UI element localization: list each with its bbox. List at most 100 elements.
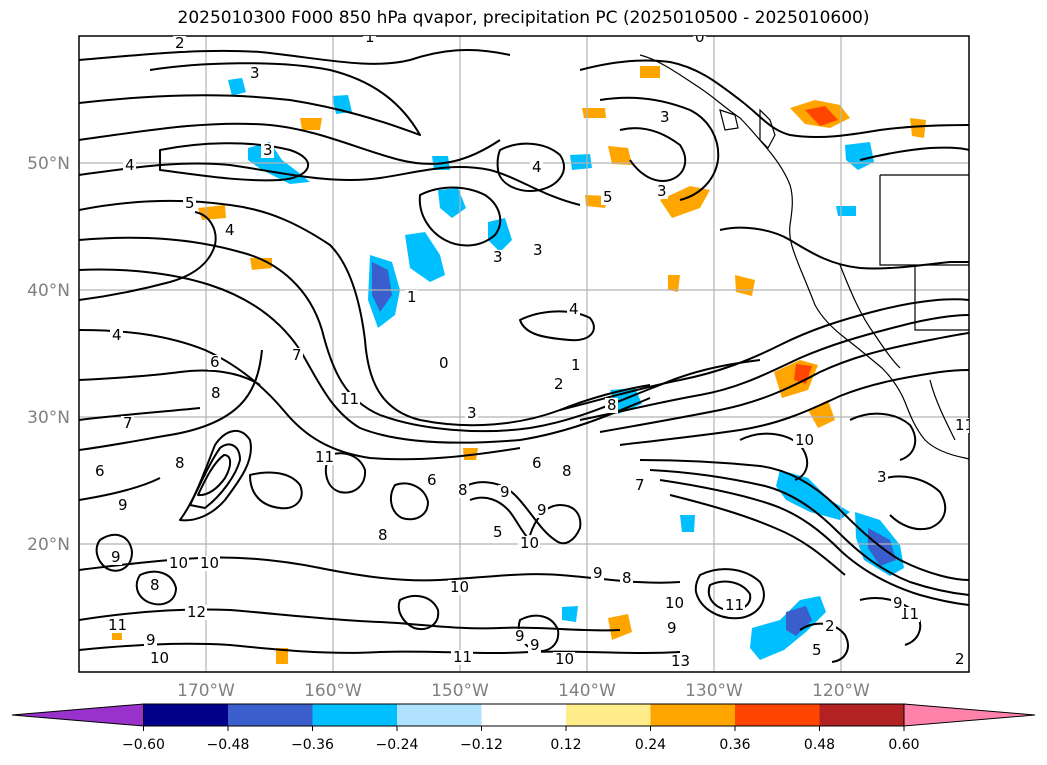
- lat-label: 50°N: [27, 154, 70, 174]
- contour-label: 2: [955, 650, 965, 668]
- contour-label: 1: [571, 356, 581, 374]
- colorbar-ticks: [143, 726, 905, 731]
- contour-label-bg: [208, 355, 221, 370]
- contour-label-bg: [810, 643, 823, 658]
- lat-label: 20°N: [27, 535, 70, 555]
- contour-label: 9: [118, 496, 128, 514]
- colorbar-tick-label: 0.36: [719, 737, 750, 753]
- colorbar-swatch: [481, 704, 566, 726]
- contour-label-bg: [658, 110, 671, 125]
- contour-label-bg: [530, 456, 543, 471]
- contour-label-bg: [425, 473, 438, 488]
- colorbar-tick-label: 0.24: [635, 737, 666, 753]
- contour-label-bg: [116, 498, 129, 513]
- contour-label: 10: [200, 554, 219, 572]
- contour-label-bg: [535, 503, 548, 518]
- contour-label: 10: [450, 578, 469, 596]
- contour-label: 6: [210, 353, 220, 371]
- lon-label: 130°W: [685, 681, 743, 701]
- contour-label-bg: [167, 556, 189, 571]
- contour-label: 2: [825, 617, 835, 635]
- contour-label: 4: [532, 158, 542, 176]
- precip-orange-patch: [608, 614, 632, 640]
- contour-label: 8: [458, 481, 468, 499]
- contour-label: 7: [635, 476, 645, 494]
- contour-label-bg: [437, 356, 450, 371]
- contour-label-bg: [655, 184, 668, 199]
- contour-label-bg: [491, 250, 504, 265]
- contour-label-bg: [93, 464, 106, 479]
- colorbar-extend-high: [903, 703, 1036, 727]
- contour-label: 3: [493, 248, 503, 266]
- colorbar-swatch: [228, 704, 313, 726]
- map-title: 2025010300 F000 850 hPa qvapor, precipit…: [177, 8, 870, 28]
- colorbar-tick-label: 0.12: [550, 737, 581, 753]
- precip-blue-patch: [570, 154, 592, 170]
- precip-orange-patch: [276, 648, 288, 664]
- contour-label-bg: [723, 598, 745, 613]
- latitude-axis: 50°N 40°N 30°N 20°N: [27, 154, 70, 555]
- contour-label: 7: [292, 346, 302, 364]
- contour-label-bg: [553, 652, 575, 667]
- contour-label: 5: [812, 641, 822, 659]
- contour-label: 4: [569, 300, 579, 318]
- contour-label: 4: [125, 156, 135, 174]
- contour-label-bg: [491, 525, 504, 540]
- contour-label-bg: [198, 556, 220, 571]
- contour-label: 8: [607, 396, 617, 414]
- colorbar-tick-label: −0.60: [122, 737, 165, 753]
- contour-label: 8: [562, 462, 572, 480]
- colorbar-tick-label: −0.48: [207, 737, 250, 753]
- contour-label: 4: [225, 221, 235, 239]
- map-background: [79, 36, 969, 672]
- contour-label-bg: [567, 302, 580, 317]
- colorbar-swatch: [312, 704, 397, 726]
- contour-label-bg: [376, 528, 389, 543]
- precip-orange-patch: [640, 66, 660, 78]
- contour-label: 11: [900, 605, 919, 623]
- colorbar-swatch: [397, 704, 482, 726]
- contour-label-bg: [223, 223, 236, 238]
- contour-label-bg: [456, 483, 469, 498]
- contour-label: 10: [150, 649, 169, 667]
- contour-label: 11: [955, 416, 974, 434]
- colorbar-frame: [143, 703, 905, 727]
- colorbar-tick-label: 0.60: [888, 737, 919, 753]
- contour-label: 12: [187, 603, 206, 621]
- contour-label: 9: [537, 501, 547, 519]
- contour-label-bg: [405, 290, 418, 305]
- contour-label: 8: [150, 576, 160, 594]
- colorbar-swatches: [11, 703, 1036, 727]
- lat-label: 40°N: [27, 281, 70, 301]
- colorbar-swatch: [143, 704, 228, 726]
- contour-label: 3: [657, 182, 667, 200]
- precip-blue-patch: [562, 606, 578, 622]
- contour-label-bg: [663, 596, 685, 611]
- precip-orange-patch: [910, 118, 926, 138]
- lon-label: 160°W: [304, 681, 362, 701]
- contour-label-bg: [528, 638, 541, 653]
- contour-label-bg: [513, 629, 526, 644]
- contour-label: 1: [365, 28, 375, 46]
- contour-label-bg: [569, 358, 582, 373]
- contour-label: 10: [555, 650, 574, 668]
- contour-label: 6: [427, 471, 437, 489]
- contour-label-bg: [173, 456, 186, 471]
- contour-label-bg: [121, 416, 134, 431]
- contour-label: 5: [185, 194, 195, 212]
- contour-label-bg: [290, 348, 303, 363]
- contour-label-bg: [338, 392, 360, 407]
- precip-orange-patch: [668, 275, 680, 292]
- contour-label-bg: [363, 36, 376, 45]
- contour-label-bg: [109, 550, 122, 565]
- contour-label: 5: [493, 523, 503, 541]
- colorbar-swatch: [819, 704, 904, 726]
- map-frame: [78, 35, 970, 673]
- graticule: [79, 36, 969, 672]
- contour-label-bg: [665, 621, 678, 636]
- contour-label-bg: [106, 618, 128, 633]
- contour-label: 10: [665, 594, 684, 612]
